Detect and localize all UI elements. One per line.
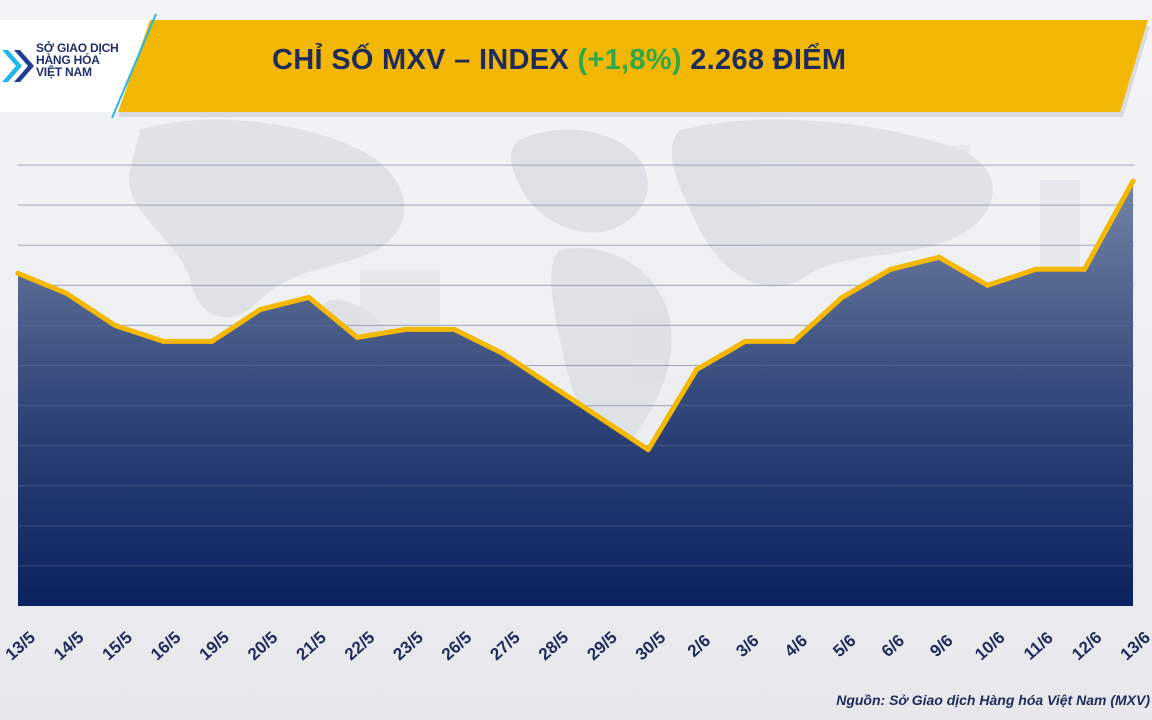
index-area bbox=[18, 181, 1133, 606]
logo-line-1: SỞ GIAO DỊCH bbox=[36, 41, 119, 55]
index-line bbox=[15, 178, 1136, 453]
mxv-chevron-icon bbox=[2, 50, 34, 82]
data-point-5/6 bbox=[839, 294, 845, 300]
data-point-11/6 bbox=[1033, 266, 1039, 272]
data-point-23/5 bbox=[403, 326, 409, 332]
x-tick-label: 27/5 bbox=[486, 628, 523, 664]
source-note: Nguồn: Sở Giao dịch Hàng hóa Việt Nam (M… bbox=[836, 692, 1150, 708]
data-point-3/6 bbox=[742, 338, 748, 344]
logo-line-2: HÀNG HÓA bbox=[36, 53, 100, 67]
data-point-10/6 bbox=[985, 282, 991, 288]
x-tick-label: 29/5 bbox=[583, 628, 620, 664]
title-suffix: 2.268 ĐIỂM bbox=[681, 44, 847, 76]
x-tick-label: 3/6 bbox=[732, 631, 762, 661]
data-point-30/5 bbox=[645, 447, 651, 453]
x-tick-label: 23/5 bbox=[389, 628, 426, 664]
x-tick-label: 15/5 bbox=[99, 628, 136, 664]
x-tick-label: 21/5 bbox=[293, 628, 330, 664]
data-point-19/5 bbox=[209, 338, 215, 344]
data-point-4/6 bbox=[791, 338, 797, 344]
data-point-22/5 bbox=[354, 334, 360, 340]
data-point-13/5 bbox=[15, 270, 21, 276]
x-tick-label: 12/6 bbox=[1068, 628, 1105, 664]
title-prefix: CHỈ SỐ MXV – INDEX bbox=[272, 44, 578, 76]
mxv-logo: SỞ GIAO DỊCH HÀNG HÓA VIỆT NAM bbox=[0, 40, 130, 100]
x-tick-label: 2/6 bbox=[684, 631, 714, 661]
x-tick-label: 13/5 bbox=[2, 628, 39, 664]
chart-title: CHỈ SỐ MXV – INDEX (+1,8%) 2.268 ĐIỂM bbox=[272, 44, 846, 77]
x-tick-label: 13/6 bbox=[1117, 628, 1152, 664]
x-tick-label: 26/5 bbox=[438, 628, 475, 664]
data-point-21/5 bbox=[306, 294, 312, 300]
x-tick-label: 22/5 bbox=[341, 628, 378, 664]
x-tick-label: 5/6 bbox=[829, 631, 859, 661]
x-tick-label: 6/6 bbox=[878, 631, 908, 661]
x-tick-label: 28/5 bbox=[535, 628, 572, 664]
x-tick-label: 19/5 bbox=[196, 628, 233, 664]
data-point-26/5 bbox=[451, 326, 457, 332]
data-point-13/6 bbox=[1130, 178, 1136, 184]
x-tick-label: 11/6 bbox=[1020, 628, 1057, 664]
logo-line-3: VIỆT NAM bbox=[36, 65, 92, 79]
data-point-16/5 bbox=[160, 338, 166, 344]
data-point-29/5 bbox=[597, 415, 603, 421]
data-point-2/6 bbox=[694, 367, 700, 373]
logo-accent-line bbox=[111, 13, 157, 119]
title-banner bbox=[0, 13, 1150, 119]
title-change: (+1,8%) bbox=[577, 44, 682, 76]
x-tick-label: 14/5 bbox=[50, 628, 87, 664]
x-tick-label: 30/5 bbox=[632, 628, 669, 664]
x-tick-label: 4/6 bbox=[781, 631, 811, 661]
x-tick-label: 20/5 bbox=[244, 628, 281, 664]
banner-bar bbox=[112, 20, 1148, 112]
data-point-12/6 bbox=[1082, 266, 1088, 272]
x-tick-label: 9/6 bbox=[926, 631, 956, 661]
data-point-9/6 bbox=[936, 254, 942, 260]
logo-panel bbox=[0, 20, 150, 112]
data-point-28/5 bbox=[548, 383, 554, 389]
x-tick-label: 16/5 bbox=[147, 628, 184, 664]
data-point-27/5 bbox=[500, 350, 506, 356]
x-tick-label: 10/6 bbox=[971, 628, 1008, 664]
data-point-15/5 bbox=[112, 322, 118, 328]
data-point-6/6 bbox=[888, 266, 894, 272]
data-point-20/5 bbox=[257, 306, 263, 312]
data-point-14/5 bbox=[63, 290, 69, 296]
